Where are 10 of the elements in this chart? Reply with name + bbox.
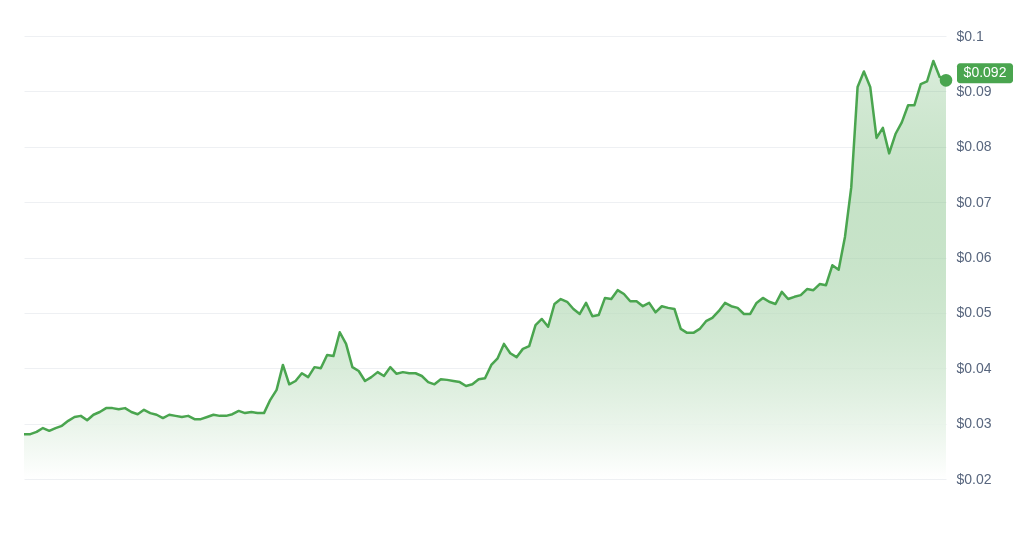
y-tick-label: $0.1	[956, 27, 984, 44]
y-tick-label: $0.02	[956, 470, 992, 487]
y-tick-label: $0.07	[956, 193, 992, 210]
y-tick-label: $0.04	[956, 359, 992, 376]
y-tick-label: $0.09	[956, 82, 992, 99]
y-tick-label: $0.06	[956, 249, 992, 265]
text: $0.092	[963, 64, 1007, 81]
y-tick-label: $0.05	[956, 304, 992, 321]
y-tick-label: $0.08	[956, 138, 992, 155]
y-tick-label: $0.03	[956, 415, 992, 432]
